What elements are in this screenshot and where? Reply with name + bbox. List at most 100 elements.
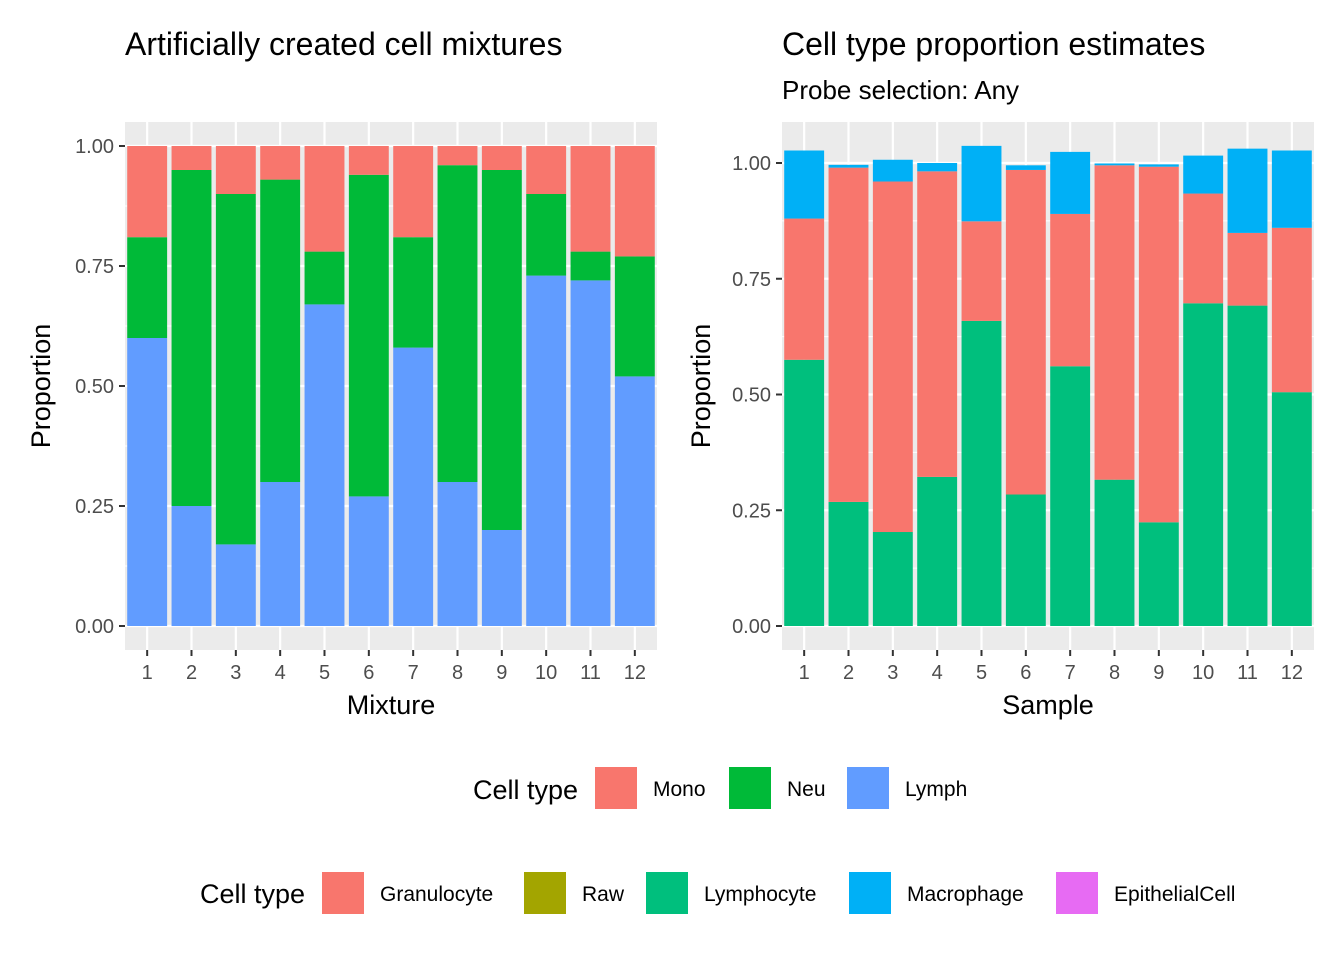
chart-subtitle: Probe selection: Any	[782, 75, 1019, 105]
bar-segment	[828, 164, 869, 168]
bar-segment	[215, 544, 256, 626]
legend-label: Mono	[653, 778, 706, 801]
y-tick-labels: 0.00 0.25 0.50 0.75 1.00	[75, 136, 125, 638]
x-tick-label: 9	[496, 662, 507, 684]
y-tick-label: 0.25	[75, 496, 114, 518]
legend-mixture-cell-type: Cell type Mono Neu Lymph	[473, 767, 967, 809]
bar-segment	[828, 167, 869, 502]
legend-key	[322, 872, 364, 914]
legend-label: Neu	[787, 778, 826, 801]
x-tick-label: 2	[843, 662, 854, 684]
bar-segment	[872, 159, 913, 182]
x-tick-label: 11	[580, 662, 601, 684]
bar-segment	[784, 150, 825, 219]
legend-label: Lymphocyte	[704, 883, 816, 906]
legend-label: Macrophage	[907, 883, 1024, 906]
bars	[127, 146, 655, 626]
bar-segment	[1050, 366, 1091, 626]
chart-title: Cell type proportion estimates	[782, 26, 1205, 62]
bar-segment	[570, 146, 611, 252]
bar-segment	[1271, 392, 1312, 626]
panel-mixtures: Artificially created cell mixtures 0.000…	[26, 26, 657, 720]
legend-title: Cell type	[473, 775, 578, 805]
legend-key	[524, 872, 566, 914]
bar-segment	[304, 146, 345, 252]
bar-segment	[127, 146, 168, 238]
bar-segment	[1227, 148, 1268, 233]
bar-segment	[171, 146, 212, 170]
x-tick-label: 1	[799, 662, 810, 684]
plot-background	[782, 122, 1314, 650]
x-tick-label: 6	[1020, 662, 1031, 684]
bar-segment	[1227, 232, 1268, 306]
legend-key	[729, 767, 771, 809]
panel-estimates: Cell type proportion estimates Probe sel…	[686, 26, 1314, 720]
x-tick-labels: 1 2 3 4 5 6 7 8 9 10 11 12	[799, 650, 1303, 684]
bar-segment	[526, 275, 567, 626]
bar-segment	[1183, 193, 1224, 304]
bar-segment	[304, 251, 345, 305]
bar-segment	[1094, 165, 1135, 480]
x-tick-label: 9	[1153, 662, 1164, 684]
x-tick-label: 10	[1192, 662, 1214, 684]
bar-segment	[1005, 494, 1046, 626]
x-tick-label: 12	[624, 662, 646, 684]
bar-segment	[481, 170, 522, 530]
x-axis-title: Sample	[1002, 690, 1094, 720]
bar-segment	[437, 482, 478, 626]
bar-segment	[872, 181, 913, 533]
legend-label: EpithelialCell	[1114, 883, 1235, 906]
bar-segment	[348, 496, 389, 626]
bar-segment	[917, 476, 958, 626]
bar-segment	[348, 146, 389, 175]
x-tick-label: 5	[976, 662, 987, 684]
bar-segment	[393, 237, 434, 348]
x-tick-label: 1	[142, 662, 153, 684]
legend-key	[1056, 872, 1098, 914]
x-tick-labels: 1 2 3 4 5 6 7 8 9 10 11 12	[142, 650, 646, 684]
x-tick-label: 3	[230, 662, 241, 684]
bar-segment	[481, 146, 522, 170]
x-tick-label: 4	[932, 662, 943, 684]
bar-segment	[961, 145, 1002, 222]
bar-segment	[828, 501, 869, 626]
legend-key	[847, 767, 889, 809]
x-tick-label: 5	[319, 662, 330, 684]
x-tick-label: 10	[535, 662, 557, 684]
bar-segment	[1227, 305, 1268, 626]
x-tick-label: 2	[186, 662, 197, 684]
y-tick-label: 0.00	[732, 616, 771, 638]
y-axis-title: Proportion	[26, 324, 56, 449]
x-tick-label: 12	[1281, 662, 1303, 684]
chart-title: Artificially created cell mixtures	[125, 26, 562, 62]
bar-segment	[260, 146, 301, 180]
y-tick-label: 0.75	[75, 256, 114, 278]
bars	[784, 145, 1312, 626]
bar-segment	[481, 530, 522, 626]
y-tick-label: 0.75	[732, 269, 771, 291]
legend-entries: Mono Neu Lymph	[595, 767, 967, 809]
bar-segment	[215, 194, 256, 545]
bar-segment	[1094, 479, 1135, 626]
y-tick-label: 0.25	[732, 500, 771, 522]
bar-segment	[260, 179, 301, 482]
bar-segment	[1050, 151, 1091, 214]
x-tick-label: 7	[1065, 662, 1076, 684]
bar-segment	[171, 506, 212, 626]
legend-key	[646, 872, 688, 914]
bar-segment	[961, 320, 1002, 626]
bar-segment	[1138, 166, 1179, 523]
bar-segment	[614, 376, 655, 626]
bar-segment	[1138, 522, 1179, 626]
bar-segment	[961, 221, 1002, 321]
bar-segment	[348, 174, 389, 497]
bar-segment	[784, 218, 825, 360]
x-tick-label: 3	[887, 662, 898, 684]
bar-segment	[1271, 227, 1312, 393]
y-tick-label: 0.50	[732, 385, 771, 407]
bar-segment	[1183, 155, 1224, 194]
x-tick-label: 8	[1109, 662, 1120, 684]
bar-segment	[570, 280, 611, 626]
bar-segment	[1005, 169, 1046, 495]
